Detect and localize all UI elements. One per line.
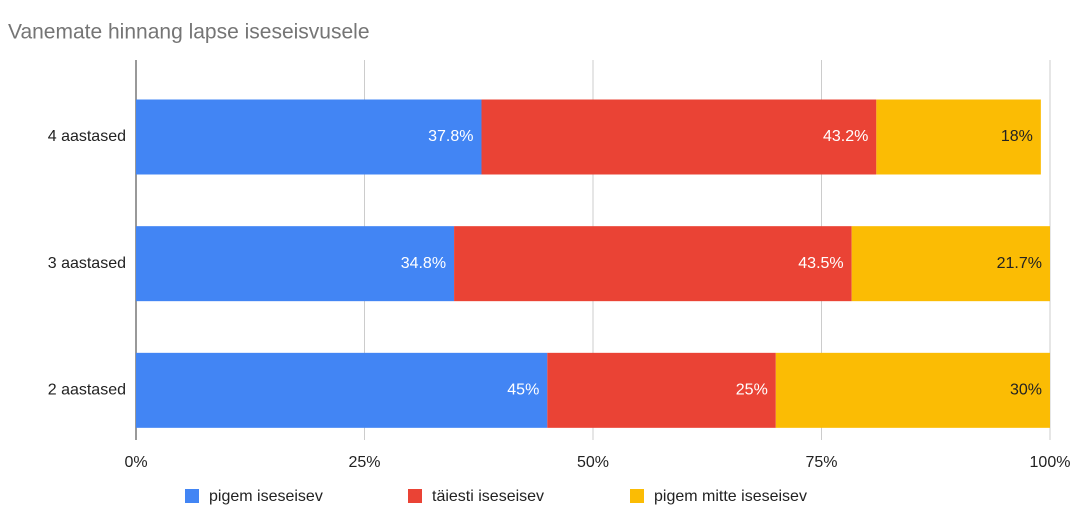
data-label: 37.8%	[428, 128, 473, 145]
legend-label: pigem iseseisev	[209, 488, 323, 505]
bar-segment	[136, 99, 482, 175]
legend-swatch	[630, 489, 644, 503]
y-tick-label: 4 aastased	[48, 128, 126, 145]
data-label: 43.5%	[798, 255, 843, 272]
x-tick-label: 75%	[805, 454, 837, 471]
data-label: 34.8%	[401, 255, 446, 272]
data-label: 25%	[736, 382, 768, 399]
bar-segment	[775, 352, 1050, 428]
bar-segment	[454, 226, 852, 302]
x-tick-label: 100%	[1030, 454, 1071, 471]
data-label: 43.2%	[823, 128, 868, 145]
bar-segment	[481, 99, 877, 175]
data-label: 21.7%	[997, 255, 1042, 272]
x-tick-label: 0%	[124, 454, 147, 471]
legend-label: pigem mitte iseseisev	[654, 488, 807, 505]
bar-segment	[876, 99, 1041, 175]
bar-segment	[136, 352, 548, 428]
y-tick-label: 3 aastased	[48, 255, 126, 272]
x-tick-label: 25%	[348, 454, 380, 471]
bar-segment	[136, 226, 455, 302]
data-label: 30%	[1010, 382, 1042, 399]
data-label: 18%	[1001, 128, 1033, 145]
bar-segment	[851, 226, 1050, 302]
x-tick-label: 50%	[577, 454, 609, 471]
chart-title: Vanemate hinnang lapse iseseisvusele	[8, 21, 370, 44]
y-tick-label: 2 aastased	[48, 382, 126, 399]
legend-swatch	[408, 489, 422, 503]
data-label: 45%	[507, 382, 539, 399]
bar-segment	[547, 352, 776, 428]
legend-label: täiesti iseseisev	[432, 488, 544, 505]
legend-swatch	[185, 489, 199, 503]
